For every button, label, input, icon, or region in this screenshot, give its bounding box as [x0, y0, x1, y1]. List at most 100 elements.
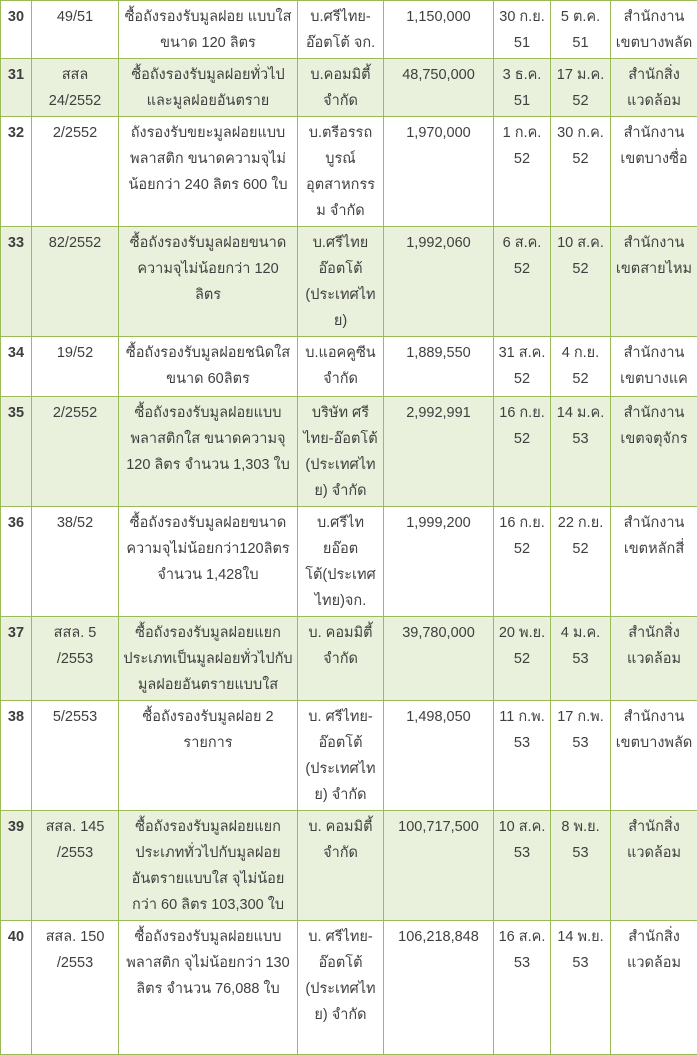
table-row: 36 38/52 ซื้อถังรองรับมูลฝอยขนาดความจุไม… [1, 507, 697, 617]
cell-description: ซื้อถังรองรับมูลฝอยชนิดใสขนาด 60ลิตร [119, 337, 298, 397]
cell-description: ซื้อถังรองรับมูลฝอย แบบใส ขนาด 120 ลิตร [119, 1, 298, 59]
cell-amount: 1,992,060 [384, 227, 494, 337]
cell-row-number: 37 [1, 617, 32, 701]
cell-date1: 6 ส.ค. 52 [494, 227, 551, 337]
cell-date2: 22 ก.ย. 52 [551, 507, 611, 617]
cell-date2: 14 ม.ค. 53 [551, 397, 611, 507]
cell-agency: สำนักงานเขตบางพลัด [611, 701, 697, 811]
cell-amount: 39,780,000 [384, 617, 494, 701]
cell-agency: สำนักงานเขตหลักสี่ [611, 507, 697, 617]
cell-contract-no: สสล. 150 /2553 [32, 921, 119, 1055]
cell-description: ซื้อถังรองรับมูลฝอยแยกประเภททั่วไปกับมูล… [119, 811, 298, 921]
cell-date1: 31 ส.ค. 52 [494, 337, 551, 397]
table-row: 40 สสล. 150 /2553 ซื้อถังรองรับมูลฝอยแบบ… [1, 921, 697, 1055]
cell-row-number: 33 [1, 227, 32, 337]
cell-date1: 20 พ.ย. 52 [494, 617, 551, 701]
cell-description: ถังรองรับขยะมูลฝอยแบบพลาสติก ขนาดความจุไ… [119, 117, 298, 227]
cell-agency: สำนักงานเขตบางพลัด [611, 1, 697, 59]
cell-vendor: บ. ศรีไทย-อ๊อตโต้ (ประเทศไทย) จำกัด [298, 701, 384, 811]
cell-row-number: 38 [1, 701, 32, 811]
cell-agency: สำนักสิ่งแวดล้อม [611, 59, 697, 117]
cell-amount: 1,150,000 [384, 1, 494, 59]
document-page: { "colors": { "row_band": "#e9f0db", "bo… [0, 0, 697, 952]
cell-vendor: บ. ศรีไทย-อ๊อตโต้ (ประเทศไทย) จำกัด [298, 921, 384, 1055]
cell-date2: 5 ต.ค. 51 [551, 1, 611, 59]
cell-vendor: บ.ศรีไทยอ๊อตโต้(ประเทศไทย)จก. [298, 507, 384, 617]
cell-contract-no: 2/2552 [32, 397, 119, 507]
cell-amount: 2,992,991 [384, 397, 494, 507]
cell-date1: 16 ก.ย. 52 [494, 397, 551, 507]
cell-date1: 10 ส.ค. 53 [494, 811, 551, 921]
table-row: 31 สสล 24/2552 ซื้อถังรองรับมูลฝอยทั่วไป… [1, 59, 697, 117]
cell-amount: 106,218,848 [384, 921, 494, 1055]
cell-date2: 8 พ.ย. 53 [551, 811, 611, 921]
cell-vendor: บ.แอคคูซีน จำกัด [298, 337, 384, 397]
cell-date1: 16 ก.ย. 52 [494, 507, 551, 617]
table-row: 32 2/2552 ถังรองรับขยะมูลฝอยแบบพลาสติก ข… [1, 117, 697, 227]
table-row: 38 5/2553 ซื้อถังรองรับมูลฝอย 2 รายการ บ… [1, 701, 697, 811]
cell-date2: 30 ก.ค. 52 [551, 117, 611, 227]
cell-agency: สำนักสิ่งแวดล้อม [611, 811, 697, 921]
cell-date2: 4 ก.ย. 52 [551, 337, 611, 397]
cell-contract-no: 82/2552 [32, 227, 119, 337]
cell-date2: 17 ม.ค. 52 [551, 59, 611, 117]
cell-description: ซื้อถังรองรับมูลฝอยแยกประเภทเป็นมูลฝอยทั… [119, 617, 298, 701]
cell-agency: สำนักงานเขตบางแค [611, 337, 697, 397]
cell-description: ซื้อถังรองรับมูลฝอย 2 รายการ [119, 701, 298, 811]
table-row: 37 สสล. 5 /2553 ซื้อถังรองรับมูลฝอยแยกปร… [1, 617, 697, 701]
table-row: 34 19/52 ซื้อถังรองรับมูลฝอยชนิดใสขนาด 6… [1, 337, 697, 397]
cell-amount: 1,970,000 [384, 117, 494, 227]
cell-agency: สำนักสิ่งแวดล้อม [611, 617, 697, 701]
table-row: 30 49/51 ซื้อถังรองรับมูลฝอย แบบใส ขนาด … [1, 1, 697, 59]
cell-contract-no: สสล. 145 /2553 [32, 811, 119, 921]
cell-description: ซื้อถังรองรับมูลฝอยแบบพลาสติก จุไม่น้อยก… [119, 921, 298, 1055]
cell-amount: 1,889,550 [384, 337, 494, 397]
cell-row-number: 35 [1, 397, 32, 507]
cell-date1: 3 ธ.ค. 51 [494, 59, 551, 117]
cell-vendor: บ.ศรีไทย อ๊อตโต้ (ประเทศไทย) [298, 227, 384, 337]
cell-date1: 1 ก.ค. 52 [494, 117, 551, 227]
cell-date1: 16 ส.ค. 53 [494, 921, 551, 1055]
cell-amount: 1,999,200 [384, 507, 494, 617]
cell-vendor: บ. คอมมิตี้ จำกัด [298, 617, 384, 701]
cell-row-number: 30 [1, 1, 32, 59]
cell-date2: 10 ส.ค. 52 [551, 227, 611, 337]
cell-date2: 14 พ.ย. 53 [551, 921, 611, 1055]
cell-contract-no: 5/2553 [32, 701, 119, 811]
cell-vendor: บ.ตรีอรรถบูรณ์อุตสาหกรรม จำกัด [298, 117, 384, 227]
cell-agency: สำนักงานเขตสายไหม [611, 227, 697, 337]
cell-agency: สำนักงานเขตจตุจักร [611, 397, 697, 507]
cell-vendor: บริษัท ศรีไทย-อ๊อตโต้ (ประเทศไทย) จำกัด [298, 397, 384, 507]
cell-row-number: 31 [1, 59, 32, 117]
cell-contract-no: สสล. 5 /2553 [32, 617, 119, 701]
cell-description: ซื้อถังรองรับมูลฝอยแบบพลาสติกใส ขนาดความ… [119, 397, 298, 507]
cell-vendor: บ. คอมมิตี้ จำกัด [298, 811, 384, 921]
cell-row-number: 39 [1, 811, 32, 921]
cell-date1: 11 ก.พ. 53 [494, 701, 551, 811]
cell-row-number: 36 [1, 507, 32, 617]
table-row: 39 สสล. 145 /2553 ซื้อถังรองรับมูลฝอยแยก… [1, 811, 697, 921]
cell-contract-no: สสล 24/2552 [32, 59, 119, 117]
cell-contract-no: 2/2552 [32, 117, 119, 227]
table-row: 35 2/2552 ซื้อถังรองรับมูลฝอยแบบพลาสติกใ… [1, 397, 697, 507]
cell-row-number: 34 [1, 337, 32, 397]
cell-vendor: บ.ศรีไทย-อ๊อตโต้ จก. [298, 1, 384, 59]
cell-date2: 17 ก.พ. 53 [551, 701, 611, 811]
cell-agency: สำนักสิ่งแวดล้อม [611, 921, 697, 1055]
cell-vendor: บ.คอมมิตี้ จำกัด [298, 59, 384, 117]
cell-row-number: 32 [1, 117, 32, 227]
cell-row-number: 40 [1, 921, 32, 1055]
cell-contract-no: 19/52 [32, 337, 119, 397]
cell-amount: 1,498,050 [384, 701, 494, 811]
cell-date1: 30 ก.ย. 51 [494, 1, 551, 59]
cell-description: ซื้อถังรองรับมูลฝอยขนาดความจุไม่น้อยกว่า… [119, 227, 298, 337]
cell-agency: สำนักงานเขตบางซื่อ [611, 117, 697, 227]
table-row: 33 82/2552 ซื้อถังรองรับมูลฝอยขนาดความจุ… [1, 227, 697, 337]
cell-description: ซื้อถังรองรับมูลฝอยขนาดความจุไม่น้อยกว่า… [119, 507, 298, 617]
cell-amount: 100,717,500 [384, 811, 494, 921]
cell-date2: 4 ม.ค. 53 [551, 617, 611, 701]
cell-amount: 48,750,000 [384, 59, 494, 117]
cell-description: ซื้อถังรองรับมูลฝอยทั่วไปและมูลฝอยอันตรา… [119, 59, 298, 117]
cell-contract-no: 49/51 [32, 1, 119, 59]
